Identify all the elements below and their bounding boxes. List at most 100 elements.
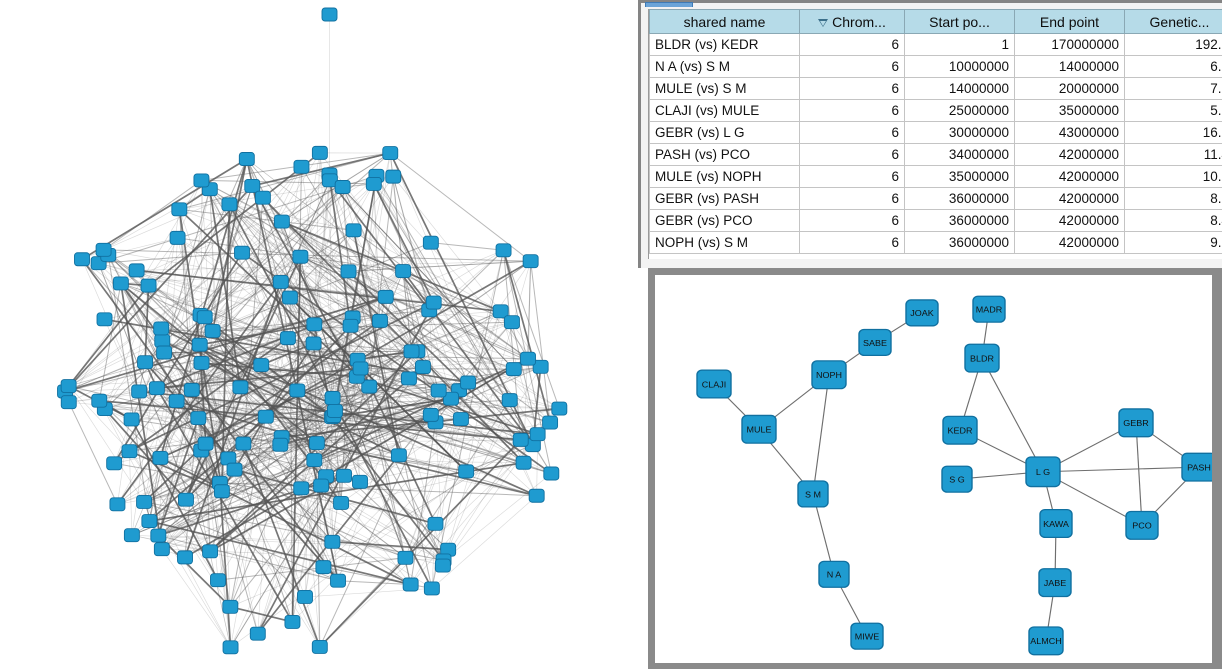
main-network-edge[interactable] (373, 183, 538, 435)
main-network-edge[interactable] (410, 422, 437, 585)
main-network-edge[interactable] (297, 390, 400, 456)
main-network-edge[interactable] (161, 491, 223, 550)
main-network-edge[interactable] (138, 391, 223, 492)
main-network-edge[interactable] (527, 261, 532, 359)
main-network-edge[interactable] (422, 358, 529, 368)
table-cell-genetic[interactable]: 5.9 (1124, 99, 1222, 122)
main-network-edge[interactable] (334, 410, 552, 474)
main-network-edge[interactable] (280, 366, 424, 446)
main-network-edge[interactable] (252, 152, 391, 187)
table-cell-end_point[interactable]: 42000000 (1014, 209, 1125, 232)
subnetwork-node[interactable]: S G (941, 465, 973, 493)
main-network-node[interactable] (140, 278, 157, 293)
subnetwork-node[interactable]: KAWA (1039, 509, 1073, 539)
main-network-edge[interactable] (158, 535, 339, 582)
main-network-edge[interactable] (229, 325, 352, 607)
main-network-node[interactable] (495, 243, 512, 258)
main-network-node[interactable] (377, 289, 394, 304)
subnetwork-node[interactable]: PCO (1125, 510, 1159, 540)
main-network-edge[interactable] (149, 520, 411, 586)
table-cell-genetic[interactable]: 16.9 (1124, 121, 1222, 144)
main-network-edge[interactable] (443, 473, 552, 561)
main-network-edge[interactable] (209, 350, 418, 552)
main-network-edge[interactable] (163, 229, 354, 353)
main-network-node[interactable] (402, 577, 419, 592)
main-network-edge[interactable] (287, 183, 375, 339)
main-network-node[interactable] (196, 310, 213, 325)
main-network-edge[interactable] (143, 344, 201, 503)
main-network-node[interactable] (542, 415, 559, 430)
main-network-node[interactable] (352, 361, 369, 376)
main-network-edge[interactable] (431, 495, 537, 589)
subnetwork-edge[interactable] (812, 374, 830, 495)
main-network-edge[interactable] (329, 180, 410, 379)
main-network-edge[interactable] (447, 399, 511, 550)
main-network-edge[interactable] (279, 444, 302, 489)
main-network-edge[interactable] (229, 416, 267, 607)
main-network-edge[interactable] (98, 252, 243, 264)
main-network-node[interactable] (60, 395, 77, 410)
main-network-node[interactable] (315, 560, 332, 575)
main-network-node[interactable] (197, 436, 214, 451)
table-cell-chromosome[interactable]: 6 (799, 209, 905, 232)
main-network-node[interactable] (342, 318, 359, 333)
main-network-node[interactable] (512, 432, 529, 447)
main-network-edge[interactable] (204, 316, 361, 483)
main-network-edge[interactable] (104, 408, 444, 561)
main-network-node[interactable] (284, 614, 301, 629)
main-network-node[interactable] (430, 383, 447, 398)
main-network-edge[interactable] (230, 566, 324, 608)
main-network-edge[interactable] (68, 296, 386, 387)
main-network-edge[interactable] (234, 310, 430, 470)
table-cell-chromosome[interactable]: 6 (799, 121, 905, 144)
main-network-node[interactable] (423, 581, 440, 596)
main-network-edge[interactable] (158, 252, 243, 536)
main-network-edge[interactable] (99, 256, 301, 401)
main-network-edge[interactable] (148, 204, 230, 286)
subnetwork-node-shape[interactable] (1118, 408, 1154, 438)
main-network-edge[interactable] (251, 185, 358, 378)
main-network-edge[interactable] (157, 417, 200, 536)
table-cell-genetic[interactable]: 192.0 (1124, 33, 1222, 56)
table-cell-start_point[interactable]: 36000000 (904, 187, 1015, 210)
main-network-edge[interactable] (159, 457, 412, 586)
table-cell-end_point[interactable]: 20000000 (1014, 77, 1125, 100)
main-network-edge[interactable] (246, 158, 424, 368)
table-cell-genetic[interactable]: 9.9 (1124, 231, 1222, 254)
subnetwork-node[interactable]: BLDR (964, 343, 1000, 373)
main-network-edge[interactable] (176, 400, 560, 409)
main-network-edge[interactable] (201, 362, 357, 378)
main-network-node[interactable] (193, 173, 210, 188)
main-network-edge[interactable] (503, 250, 560, 409)
main-network-node[interactable] (434, 558, 451, 573)
main-network-edge[interactable] (103, 180, 202, 251)
main-network-node[interactable] (136, 494, 153, 509)
main-network-edge[interactable] (291, 256, 302, 622)
main-network-edge[interactable] (229, 186, 343, 607)
main-network-edge[interactable] (99, 400, 361, 483)
main-network-edge[interactable] (158, 376, 358, 536)
subnetwork-node[interactable]: S M (797, 480, 829, 508)
main-network-edge[interactable] (323, 433, 538, 568)
table-header-genetic[interactable]: Genetic... (1124, 9, 1222, 34)
main-network-node[interactable] (202, 544, 219, 559)
main-network-edge[interactable] (104, 408, 461, 420)
main-network-edge[interactable] (314, 324, 410, 379)
main-network-node[interactable] (333, 495, 349, 510)
main-network-edge[interactable] (67, 285, 150, 387)
main-network-node[interactable] (528, 488, 545, 503)
subnetwork-edge[interactable] (981, 357, 1044, 473)
main-network-node[interactable] (532, 359, 549, 374)
main-network-edge[interactable] (246, 158, 381, 322)
main-network-edge[interactable] (292, 399, 510, 623)
main-network-edge[interactable] (300, 256, 324, 568)
main-network-edge[interactable] (176, 400, 318, 444)
subnetwork-node-shape[interactable] (1028, 626, 1064, 656)
main-network-edge[interactable] (314, 408, 560, 461)
main-network-node[interactable] (148, 381, 165, 396)
main-network-node[interactable] (452, 412, 469, 427)
main-network-edge[interactable] (281, 221, 551, 423)
main-network-edge[interactable] (262, 152, 321, 199)
